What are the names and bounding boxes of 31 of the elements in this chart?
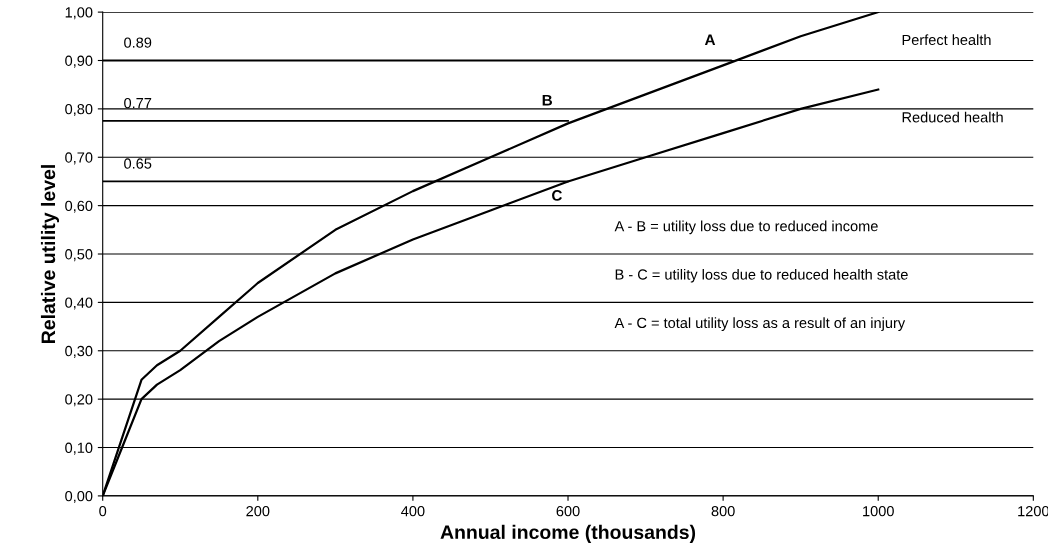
- y-tick-label: 0,90: [65, 55, 93, 68]
- y-axis-title: Relative utility level: [40, 165, 60, 343]
- y-tick-label: 0,30: [65, 345, 93, 358]
- annotation: 0.65: [124, 158, 152, 169]
- y-tick-label: 0,20: [65, 394, 93, 407]
- x-tick-label: 400: [401, 506, 425, 517]
- y-tick-label: 0,40: [65, 297, 93, 310]
- y-tick-label: 0,70: [65, 152, 93, 165]
- text: Perfect health: [902, 34, 991, 46]
- y-tick-label: 0,50: [65, 249, 93, 262]
- x-tick-label: 1200: [1018, 506, 1048, 517]
- annotation: A - C = total utility loss as a result of an injury: [614, 317, 906, 331]
- y-tick-label: 0,80: [65, 103, 93, 117]
- x-axis-title: Annual income (thousands): [440, 524, 696, 543]
- annotation: A - B = utility loss due to reduced income: [614, 220, 878, 235]
- x-tick-label: 800: [711, 506, 735, 517]
- annotation: A: [704, 34, 716, 46]
- y-tick-label: 0,60: [65, 200, 93, 213]
- x-tick-label: 200: [246, 506, 270, 517]
- annotation: B - C = utility loss due to reduced health state: [615, 268, 908, 283]
- y-tick-label: 0,10: [65, 442, 93, 455]
- x-tick-label: 0: [99, 506, 107, 517]
- annotation: 0.77: [124, 97, 152, 109]
- x-tick-label: 1000: [863, 506, 894, 517]
- x-tick-label: 600: [556, 506, 580, 517]
- text: Reduced health: [902, 111, 1003, 123]
- y-tick-label: 0,00: [65, 491, 93, 504]
- annotation: B: [542, 94, 552, 106]
- y-tick-label: 1,00: [65, 7, 93, 20]
- annotation: C: [552, 190, 562, 201]
- annotation: 0.89: [124, 37, 152, 48]
